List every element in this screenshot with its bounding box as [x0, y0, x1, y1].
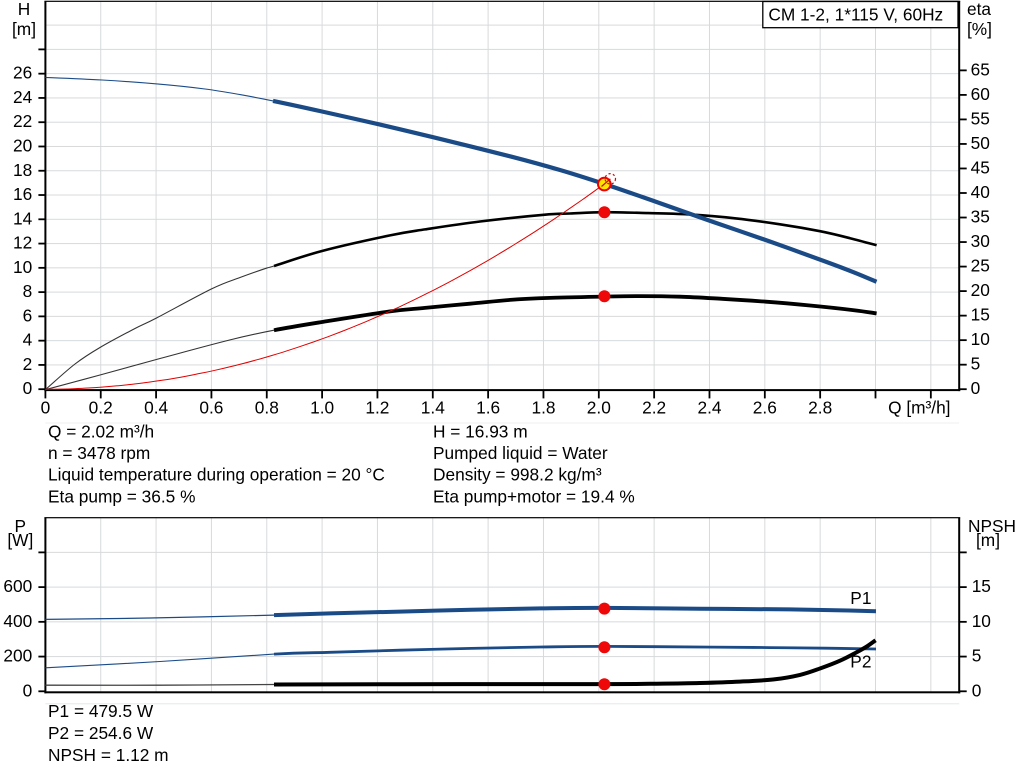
svg-text:5: 5	[971, 354, 981, 374]
svg-text:1.8: 1.8	[531, 397, 555, 417]
svg-text:25: 25	[971, 256, 990, 276]
svg-text:eta: eta	[967, 0, 991, 19]
svg-text:0.6: 0.6	[199, 397, 223, 417]
svg-text:6: 6	[23, 305, 33, 325]
svg-text:20: 20	[13, 136, 32, 156]
svg-text:0: 0	[971, 378, 981, 398]
svg-text:[m]: [m]	[976, 530, 1000, 550]
svg-text:[W]: [W]	[7, 530, 33, 550]
svg-text:15: 15	[972, 576, 991, 596]
svg-text:2.8: 2.8	[808, 397, 832, 417]
svg-text:45: 45	[971, 158, 990, 178]
svg-text:1.6: 1.6	[476, 397, 500, 417]
svg-text:600: 600	[3, 576, 32, 596]
svg-text:P1 = 479.5 W: P1 = 479.5 W	[48, 701, 154, 721]
svg-text:35: 35	[971, 207, 990, 227]
svg-text:12: 12	[13, 233, 32, 253]
svg-text:Q [m³/h]: Q [m³/h]	[888, 397, 950, 417]
svg-text:5: 5	[972, 646, 982, 666]
svg-text:0.2: 0.2	[89, 397, 113, 417]
svg-text:Eta pump = 36.5 %: Eta pump = 36.5 %	[48, 486, 195, 506]
svg-text:0: 0	[41, 397, 51, 417]
svg-text:1.2: 1.2	[365, 397, 389, 417]
svg-text:1.4: 1.4	[421, 397, 445, 417]
svg-text:26: 26	[13, 63, 32, 83]
svg-text:Eta pump+motor = 19.4 %: Eta pump+motor = 19.4 %	[433, 486, 635, 506]
svg-text:22: 22	[13, 111, 32, 131]
svg-text:4: 4	[23, 330, 33, 350]
svg-text:65: 65	[971, 59, 990, 79]
svg-text:H: H	[18, 0, 30, 19]
svg-text:55: 55	[971, 108, 990, 128]
svg-text:Density = 998.2 kg/m³: Density = 998.2 kg/m³	[433, 465, 602, 485]
svg-text:[m]: [m]	[12, 19, 36, 39]
svg-text:Pumped liquid = Water: Pumped liquid = Water	[433, 443, 608, 463]
svg-text:10: 10	[13, 257, 32, 277]
svg-text:Q = 2.02 m³/h: Q = 2.02 m³/h	[48, 421, 154, 441]
svg-text:50: 50	[971, 133, 990, 153]
svg-text:CM 1-2, 1*115 V, 60Hz: CM 1-2, 1*115 V, 60Hz	[768, 4, 943, 24]
svg-text:20: 20	[971, 280, 990, 300]
svg-text:P2 = 254.6 W: P2 = 254.6 W	[48, 723, 154, 743]
svg-text:60: 60	[971, 84, 990, 104]
svg-text:30: 30	[971, 231, 990, 251]
svg-text:15: 15	[971, 305, 990, 325]
svg-text:0: 0	[972, 680, 982, 700]
svg-text:14: 14	[13, 208, 33, 228]
svg-text:200: 200	[3, 646, 32, 666]
svg-text:P1: P1	[850, 588, 871, 608]
svg-text:10: 10	[972, 611, 991, 631]
svg-text:0.4: 0.4	[144, 397, 168, 417]
svg-text:2: 2	[23, 354, 33, 374]
svg-text:0: 0	[23, 680, 33, 700]
svg-text:2.2: 2.2	[642, 397, 666, 417]
svg-text:2.4: 2.4	[697, 397, 721, 417]
svg-text:n = 3478 rpm: n = 3478 rpm	[48, 443, 150, 463]
svg-text:10: 10	[971, 329, 990, 349]
svg-text:0.8: 0.8	[255, 397, 279, 417]
svg-text:16: 16	[13, 184, 32, 204]
svg-text:H = 16.93 m: H = 16.93 m	[433, 421, 528, 441]
svg-text:2.0: 2.0	[587, 397, 611, 417]
svg-text:24: 24	[13, 87, 33, 107]
svg-text:40: 40	[971, 182, 990, 202]
svg-text:NPSH: NPSH	[968, 516, 1016, 536]
svg-text:18: 18	[13, 160, 32, 180]
svg-text:P: P	[15, 516, 27, 536]
svg-text:2.6: 2.6	[753, 397, 777, 417]
svg-text:[%]: [%]	[967, 19, 992, 39]
svg-text:8: 8	[23, 281, 33, 301]
svg-text:1.0: 1.0	[310, 397, 334, 417]
svg-text:Liquid temperature during oper: Liquid temperature during operation = 20…	[48, 465, 385, 485]
svg-text:400: 400	[3, 611, 32, 631]
svg-text:P2: P2	[850, 652, 871, 672]
svg-text:NPSH = 1.12 m: NPSH = 1.12 m	[48, 745, 169, 765]
svg-text:0: 0	[23, 378, 33, 398]
